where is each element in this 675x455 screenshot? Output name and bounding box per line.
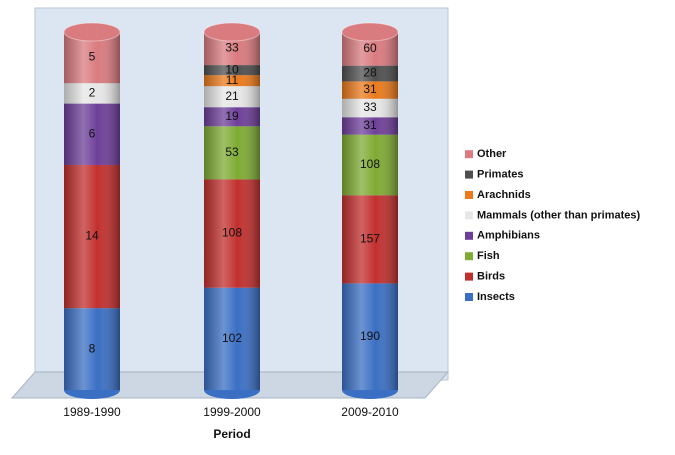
data-label: 60 (363, 41, 377, 55)
data-label: 33 (225, 41, 239, 55)
legend-swatch (465, 150, 473, 159)
x-tick-label: 2009-2010 (341, 405, 399, 419)
data-label: 31 (363, 118, 377, 132)
cylinder-top (341, 22, 399, 42)
data-label: 108 (222, 226, 242, 240)
legend-swatch (465, 211, 473, 220)
legend-swatch (465, 252, 473, 261)
data-label: 53 (225, 145, 239, 159)
data-label: 19 (225, 109, 239, 123)
x-tick-label: 1989-1990 (63, 405, 121, 419)
legend-label: Other (477, 148, 507, 160)
legend-swatch (465, 293, 473, 301)
cylinder-top (63, 22, 121, 42)
data-label: 157 (360, 232, 380, 246)
data-label: 102 (222, 331, 242, 345)
legend-label: Insects (477, 291, 515, 303)
legend-swatch (465, 170, 473, 179)
data-label: 8 (89, 341, 96, 355)
legend-label: Primates (477, 169, 523, 181)
legend-swatch (465, 272, 473, 281)
data-label: 31 (363, 82, 377, 96)
data-label: 21 (225, 89, 239, 103)
legend-label: Birds (477, 271, 505, 283)
legend-label: Arachnids (477, 189, 531, 201)
data-label: 10 (225, 62, 239, 76)
data-label: 28 (363, 66, 377, 80)
x-tick-label: 1999-2000 (203, 405, 261, 419)
data-label: 14 (85, 229, 99, 243)
data-label: 6 (89, 126, 96, 140)
x-axis-title: Period (213, 427, 250, 441)
legend-label: Fish (477, 250, 500, 262)
data-label: 5 (89, 50, 96, 64)
cylinder-top (203, 22, 261, 42)
data-label: 108 (360, 157, 380, 171)
legend-swatch (465, 191, 473, 199)
data-label: 11 (226, 73, 239, 87)
legend-label: Amphibians (477, 230, 540, 242)
data-label: 2 (89, 86, 96, 100)
data-label: 190 (360, 329, 380, 343)
data-label: 33 (363, 100, 377, 114)
legend-swatch (465, 231, 473, 240)
legend-label: Mammals (other than primates) (477, 209, 641, 221)
